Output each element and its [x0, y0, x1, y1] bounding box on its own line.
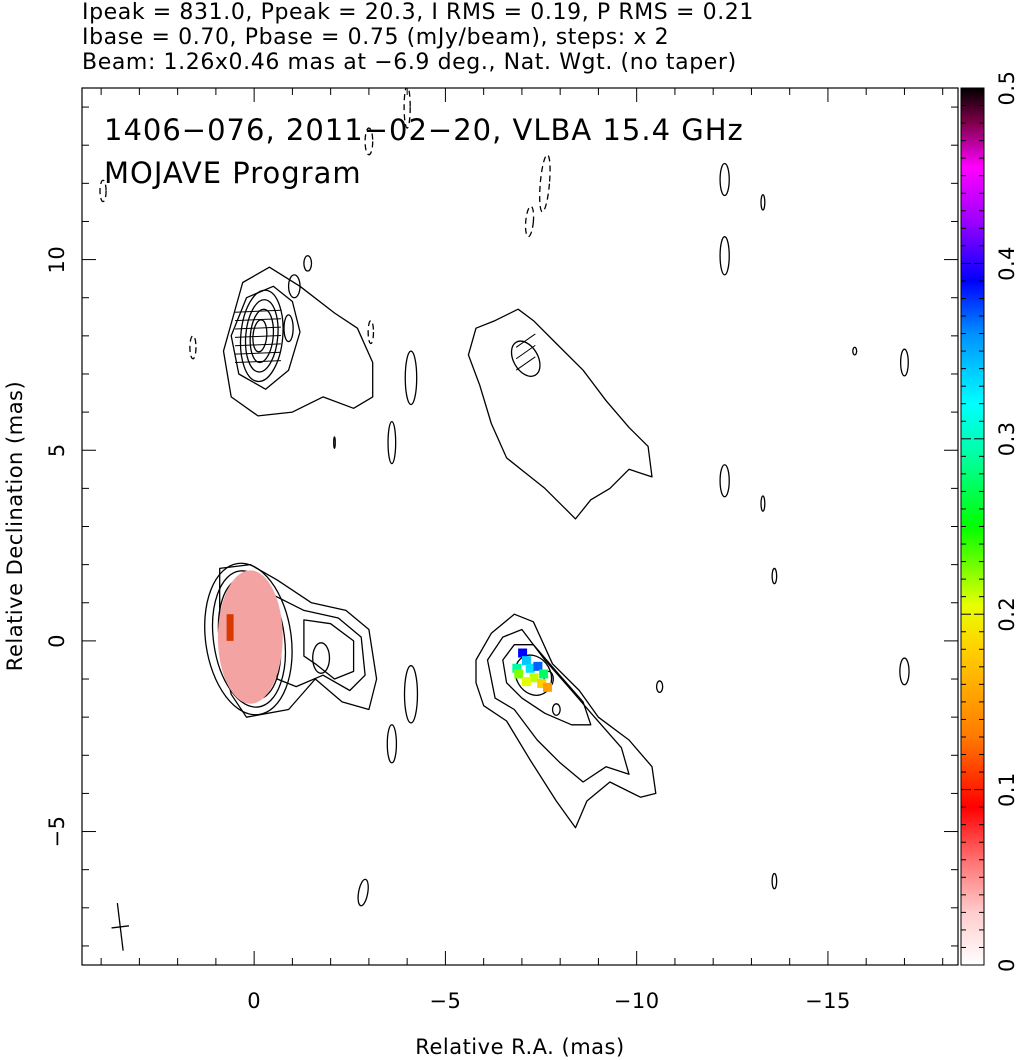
pol-core-jet-contour — [222, 266, 374, 417]
axis-ticks — [82, 88, 958, 965]
x-tick-label: −10 — [614, 989, 660, 1013]
negative-contour — [189, 335, 197, 360]
contour-layer — [99, 88, 910, 907]
x-tick-label: 0 — [247, 989, 261, 1013]
jet-contour-6 — [551, 703, 561, 716]
pol-jet-contour — [467, 308, 653, 520]
polarization-pixel — [512, 663, 522, 673]
core-jet-contour-3 — [303, 619, 355, 680]
noise-contour — [760, 495, 766, 512]
evpa-vector — [234, 309, 281, 313]
y-tick-label: 0 — [45, 634, 69, 648]
noise-contour — [387, 420, 397, 465]
colorbar-tick-label: 0.4 — [995, 246, 1019, 281]
header-line-base: Ibase = 0.70, Pbase = 0.75 (mJy/beam), s… — [82, 25, 670, 50]
y-tick-label: 10 — [45, 246, 69, 274]
polarization-pixel — [521, 677, 531, 687]
noise-contour — [719, 464, 730, 498]
pol-jet-contour-inner — [510, 340, 541, 377]
polarization-pixel — [542, 682, 552, 692]
jet-contour-outer — [475, 613, 657, 829]
core-jet-contour-2 — [272, 594, 366, 692]
colorbar-tick-label: 0.5 — [995, 71, 1019, 106]
negative-contour — [99, 179, 107, 203]
noise-contour — [357, 878, 369, 907]
noise-contour — [333, 436, 336, 449]
noise-contour — [899, 657, 910, 686]
plot-frame — [81, 87, 959, 966]
colorbar-ticks: 0 0.1 0.2 0.3 0.4 0.5 — [961, 71, 1019, 972]
polarization-pixel — [518, 648, 528, 658]
x-axis-label: Relative R.A. (mas) — [415, 1035, 624, 1059]
beam-minor-axis — [111, 925, 130, 929]
evpa-vector — [234, 351, 281, 355]
core-jet-contour-1 — [219, 563, 378, 718]
colorbar-tick-label: 0.1 — [995, 772, 1019, 807]
chart-title: 1406−076, 2011−02−20, VLBA 15.4 GHz — [104, 113, 744, 147]
y-tick-labels: −5 0 5 10 — [45, 246, 69, 848]
evpa-vector — [515, 356, 536, 371]
x-tick-labels: 0 −5 −10 −15 — [247, 989, 851, 1013]
noise-contour — [771, 872, 778, 890]
negative-contour — [403, 88, 411, 129]
evpa-vector — [234, 326, 281, 330]
polarization-pixel — [514, 669, 524, 679]
noise-contour — [852, 346, 858, 356]
pol-core-contour — [239, 289, 284, 383]
plot-header: Ipeak = 831.0, Ppeak = 20.3, I RMS = 0.1… — [82, 0, 982, 75]
core-edge-pixel — [226, 614, 234, 641]
colorbar-tick-label: 0 — [995, 958, 1019, 972]
polarization-pixel — [525, 663, 535, 673]
beam-marker — [111, 902, 130, 951]
noise-contour — [655, 680, 664, 694]
negative-contour — [364, 127, 374, 156]
y-tick-label: −5 — [45, 816, 69, 848]
chart-subtitle: MOJAVE Program — [104, 156, 362, 190]
negative-contour — [367, 319, 375, 345]
noise-contour — [771, 567, 778, 585]
y-tick-label: 5 — [45, 443, 69, 457]
noise-contour — [386, 724, 398, 764]
negative-contour — [524, 205, 535, 238]
evpa-vector — [234, 318, 281, 322]
core-jet-contour-4 — [312, 642, 331, 674]
polarization-pixel — [533, 661, 543, 671]
core-contour — [211, 570, 287, 708]
header-line-peaks: Ipeak = 831.0, Ppeak = 20.3, I RMS = 0.1… — [82, 0, 754, 25]
jet-contour-3 — [502, 644, 592, 726]
colorbar-tick-label: 0.2 — [995, 597, 1019, 632]
x-tick-label: −5 — [429, 989, 461, 1013]
colorbar-tick-label: 0.3 — [995, 421, 1019, 456]
evpa-vector — [234, 334, 281, 338]
polarization-pixel — [539, 669, 549, 679]
evpa-vector — [515, 344, 536, 360]
polarization-pixel — [537, 679, 547, 689]
noise-contour — [403, 665, 419, 724]
pol-contour-small — [283, 314, 294, 343]
pol-contour-small — [287, 274, 301, 299]
evpa-vector — [515, 333, 536, 348]
noise-contour — [719, 236, 730, 276]
evpa-vector — [234, 343, 281, 347]
polarization-pixel — [521, 656, 531, 666]
polarization-pixel — [529, 673, 539, 683]
fractional-polarization-layer — [217, 570, 552, 704]
y-axis-label: Relative Declination (mas) — [3, 381, 27, 671]
x-tick-label: −15 — [805, 989, 851, 1013]
pol-contour-small — [303, 255, 313, 272]
noise-contour — [899, 348, 909, 377]
pol-core-contour — [244, 299, 279, 373]
negative-contour — [539, 154, 551, 213]
noise-contour — [719, 162, 730, 197]
header-line-beam: Beam: 1.26x0.46 mas at −6.9 deg., Nat. W… — [82, 50, 737, 75]
jet-contour-2 — [486, 628, 630, 783]
pol-core-contour-2 — [230, 285, 301, 390]
pol-core-contour — [249, 308, 275, 364]
core-polarization-fill — [217, 570, 283, 704]
evpa-vector — [234, 360, 281, 364]
noise-contour — [404, 350, 418, 406]
noise-contour — [760, 194, 766, 211]
